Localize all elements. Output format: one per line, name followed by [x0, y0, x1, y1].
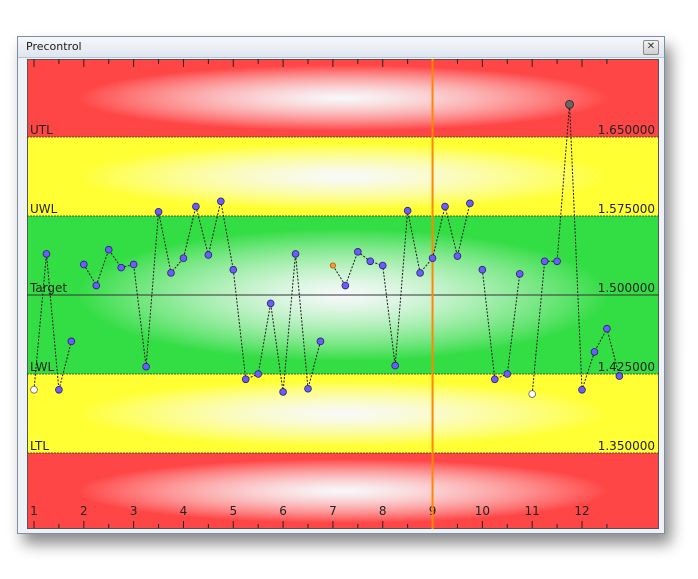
zone-yellow-bottom [27, 374, 659, 453]
data-point [528, 390, 536, 398]
limit-value-uwl: 1.575000 [598, 202, 655, 216]
x-tick-label-3: 3 [130, 504, 138, 518]
data-point [428, 254, 437, 262]
data-point [565, 99, 574, 109]
data-point [453, 252, 462, 260]
data-point [403, 206, 412, 215]
data-point [416, 269, 424, 277]
x-tick-label-12: 12 [574, 504, 589, 518]
limit-value-utl: 1.650000 [598, 123, 655, 137]
data-point [603, 324, 611, 333]
x-tick-label-7: 7 [329, 504, 337, 518]
x-tick-label-5: 5 [229, 504, 237, 518]
limit-name-ltl: LTL [30, 439, 49, 453]
data-point [55, 385, 63, 394]
data-point [466, 199, 474, 208]
data-point [304, 384, 312, 393]
data-point [266, 299, 275, 308]
data-point [241, 375, 250, 384]
x-tick-label-1: 1 [30, 504, 38, 518]
data-point [291, 250, 300, 258]
data-point [92, 281, 101, 290]
limit-name-target: Target [29, 281, 67, 295]
data-point [590, 348, 599, 356]
data-point [229, 265, 238, 274]
data-point [441, 202, 449, 211]
limit-value-target: 1.500000 [598, 281, 655, 295]
data-point [217, 197, 225, 206]
data-point [491, 375, 499, 384]
series-line-4 [481, 269, 521, 380]
series-line-3 [332, 203, 471, 366]
data-point [117, 263, 125, 272]
limit-name-lwl: LWL [30, 360, 54, 374]
data-point [154, 207, 163, 216]
zone-red-top [27, 59, 659, 137]
x-tick-label-10: 10 [475, 504, 490, 518]
precontrol-chart[interactable]: UTL 1.650000 UWL 1.575000 Target 1.500000 LWL 1… [27, 59, 659, 529]
limit-name-uwl: UWL [30, 202, 58, 216]
data-point [341, 281, 350, 290]
data-point [378, 261, 387, 270]
data-point [366, 257, 375, 266]
data-point [503, 370, 512, 378]
x-tick-label-4: 4 [180, 504, 188, 518]
x-tick-label-11: 11 [525, 504, 540, 518]
data-point [192, 202, 200, 211]
data-point [142, 362, 150, 371]
data-point [391, 361, 399, 370]
x-tick-label-6: 6 [279, 504, 287, 518]
series-line-1 [33, 253, 72, 390]
data-point [615, 372, 624, 380]
data-point [354, 248, 362, 256]
data-point [104, 245, 113, 254]
data-point [316, 337, 325, 346]
data-point [553, 257, 561, 266]
x-tick-label-2: 2 [80, 504, 88, 518]
data-point [540, 257, 549, 266]
data-point [80, 260, 88, 269]
precontrol-window: Precontrol ✕ UTL 1.650000 UWL 1.575000 Targe… [17, 36, 665, 534]
limit-name-utl: UTL [30, 123, 53, 137]
data-point [167, 269, 175, 277]
data-point [578, 385, 586, 394]
data-point [478, 265, 487, 274]
data-point [67, 337, 76, 346]
x-tick-label-8: 8 [379, 504, 387, 518]
series-line-5 [531, 104, 620, 395]
data-point [279, 388, 287, 396]
data-point [329, 262, 336, 269]
data-point [254, 370, 262, 378]
series-line-2 [83, 201, 321, 392]
plot-border [27, 59, 659, 529]
data-point [129, 260, 138, 269]
limit-value-ltl: 1.350000 [598, 439, 655, 453]
data-point [179, 254, 188, 262]
close-icon[interactable]: ✕ [643, 40, 659, 55]
window-title: Precontrol [26, 40, 82, 53]
data-point [204, 251, 213, 259]
zone-red-bottom [27, 453, 659, 529]
limit-value-lwl: 1.425000 [598, 360, 655, 374]
data-point [42, 250, 51, 258]
zone-yellow-top [27, 137, 659, 216]
data-point [30, 385, 38, 394]
window-titlebar[interactable]: Precontrol ✕ [18, 37, 664, 58]
data-point [515, 270, 524, 278]
